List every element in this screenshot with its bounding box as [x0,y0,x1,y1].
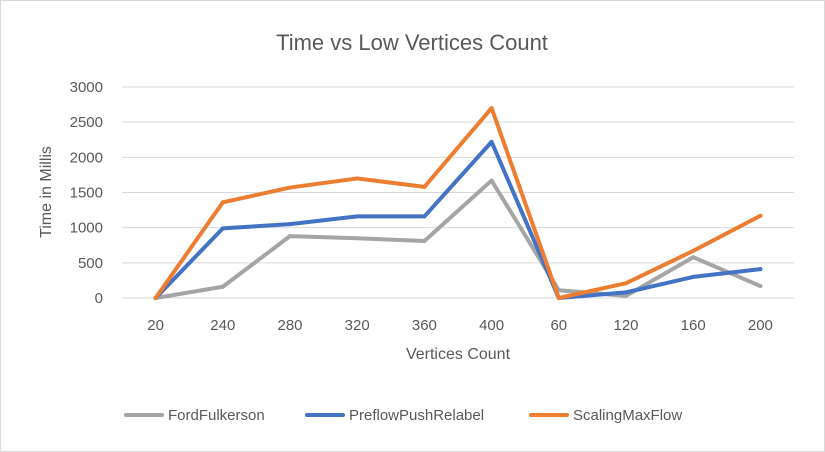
data-point-ScalingMaxFlow [355,176,360,181]
y-tick-label: 0 [95,290,103,307]
data-point-FordFulkerson [355,236,360,241]
y-tick-label: 1000 [70,220,103,237]
y-tick-label: 2000 [70,149,103,166]
data-point-FordFulkerson [422,239,427,244]
x-tick-label: 320 [345,317,370,334]
data-point-PreflowPushRelabel [624,290,628,295]
data-point-PreflowPushRelabel [288,222,292,227]
legend-label: FordFulkerson [168,407,265,424]
data-point-ScalingMaxFlow [288,185,292,190]
series-line-ScalingMaxFlow [153,106,763,300]
x-tick-label: 400 [479,317,504,334]
chart-title: Time vs Low Vertices Count [276,30,548,55]
series-line-FordFulkerson [153,178,763,300]
data-point-ScalingMaxFlow [624,281,628,286]
data-point-FordFulkerson [489,178,494,183]
data-point-FordFulkerson [288,234,292,239]
y-tick-label: 1500 [70,185,103,202]
y-tick-label: 500 [78,255,103,272]
x-tick-label: 120 [613,317,638,334]
series-line-PreflowPushRelabel [153,139,763,300]
data-point-ScalingMaxFlow [489,106,494,111]
x-tick-label: 60 [550,317,567,334]
x-tick-labels: 20 240 280 320 360 400 60 120 160 200 [147,317,773,334]
series-lines [153,106,763,300]
data-point-FordFulkerson [624,293,628,298]
data-point-ScalingMaxFlow [691,248,696,253]
legend-label: PreflowPushRelabel [349,407,484,424]
y-tick-labels: 0 500 1000 1500 2000 2500 3000 [70,79,103,307]
data-point-PreflowPushRelabel [691,274,696,279]
legend-label: ScalingMaxFlow [573,407,682,424]
data-point-FordFulkerson [220,284,225,289]
data-point-PreflowPushRelabel [220,226,225,231]
y-tick-label: 2500 [70,114,103,131]
x-axis-title: Vertices Count [406,346,511,363]
data-point-ScalingMaxFlow [220,200,225,205]
legend: FordFulkerson PreflowPushRelabel ScalingMa… [124,407,682,424]
x-tick-label: 200 [748,317,773,334]
data-point-FordFulkerson [758,284,763,289]
data-point-PreflowPushRelabel [355,214,360,219]
x-tick-label: 240 [210,317,235,334]
x-tick-label: 160 [681,317,706,334]
x-tick-label: 280 [277,317,302,334]
x-tick-label: 20 [147,317,164,334]
x-tick-label: 360 [412,317,437,334]
data-point-FordFulkerson [691,255,696,260]
gridlines [122,86,794,299]
data-point-ScalingMaxFlow [422,184,427,189]
data-point-ScalingMaxFlow [556,296,561,300]
y-tick-label: 3000 [70,79,103,96]
data-point-PreflowPushRelabel [758,267,763,272]
y-axis-title: Time in Millis [38,146,55,238]
data-point-ScalingMaxFlow [758,213,763,218]
data-point-PreflowPushRelabel [422,214,427,219]
data-point-ScalingMaxFlow [153,296,158,300]
data-point-PreflowPushRelabel [489,139,494,144]
